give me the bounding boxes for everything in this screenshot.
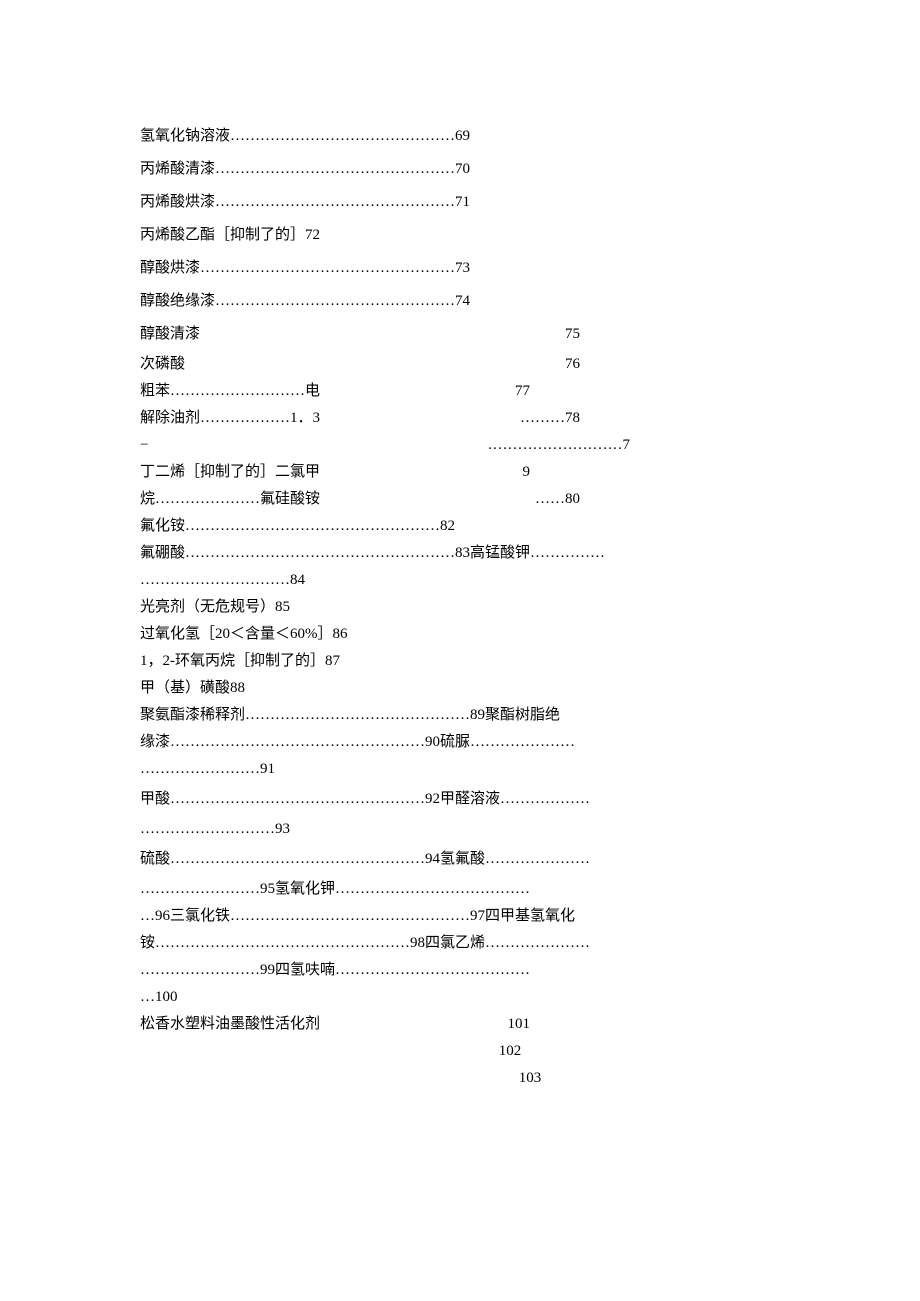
toc-entry: ……………………91	[140, 756, 780, 783]
toc-page-num: 9	[523, 459, 781, 486]
toc-entry-split: 解除油剂………………1．3 ………78	[140, 405, 780, 432]
toc-entry: 氟硼酸………………………………………………83高锰酸钾……………	[140, 540, 780, 567]
toc-label: 粗苯………………………电	[140, 378, 320, 405]
toc-entry: …96三氯化铁…………………………………………97四甲基氢氧化	[140, 903, 780, 930]
toc-page-num: 75	[565, 318, 780, 351]
toc-page-num: ……80	[535, 486, 780, 513]
toc-label: 丁二烯［抑制了的］二氯甲	[140, 459, 320, 486]
toc-entry: 聚氨酯漆稀释剂………………………………………89聚酯树脂绝	[140, 702, 780, 729]
toc-entry: 甲（基）磺酸88	[140, 675, 780, 702]
toc-entry-split: 醇酸清漆 75	[140, 318, 780, 351]
toc-entry: …100	[140, 984, 780, 1011]
toc-entry: 铵……………………………………………98四氯乙烯…………………	[140, 930, 780, 957]
toc-entry: 过氧化氢［20＜含量＜60%］86	[140, 621, 780, 648]
toc-entry: …………………………84	[140, 567, 780, 594]
toc-entry: 氢氧化钠溶液………………………………………69	[140, 120, 780, 153]
toc-page-num: 103	[140, 1065, 780, 1092]
toc-entry-split: 丁二烯［抑制了的］二氯甲 9	[140, 459, 780, 486]
toc-entry: 缘漆……………………………………………90硫脲…………………	[140, 729, 780, 756]
toc-entry: 氟化铵……………………………………………82	[140, 513, 780, 540]
toc-entry: ……………………99四氢呋喃…………………………………	[140, 957, 780, 984]
toc-entry-split: 松香水塑料油墨酸性活化剂 101	[140, 1011, 780, 1038]
toc-entry-split: − ………………………7	[140, 432, 780, 459]
document-page: 氢氧化钠溶液………………………………………69 丙烯酸清漆………………………………	[0, 0, 920, 1152]
toc-entry: 醇酸烘漆……………………………………………73	[140, 252, 780, 285]
toc-page-num: ………………………7	[488, 432, 781, 459]
toc-entry: 光亮剂（无危规号）85	[140, 594, 780, 621]
toc-label: 松香水塑料油墨酸性活化剂	[140, 1011, 320, 1038]
toc-entry: ……………………95氢氧化钾…………………………………	[140, 876, 780, 903]
toc-entry-split: 烷…………………氟硅酸铵 ……80	[140, 486, 780, 513]
toc-page-num: 102	[140, 1038, 780, 1065]
toc-entry: 丙烯酸乙酯［抑制了的］72	[140, 219, 780, 252]
toc-label: 醇酸清漆	[140, 318, 200, 351]
toc-label: 解除油剂………………1．3	[140, 405, 320, 432]
toc-page-num: ………78	[520, 405, 780, 432]
toc-page-num: 76	[565, 351, 780, 378]
toc-entry: 1，2-环氧丙烷［抑制了的］87	[140, 648, 780, 675]
toc-entry: 丙烯酸烘漆…………………………………………71	[140, 186, 780, 219]
toc-page-num: 77	[515, 378, 780, 405]
toc-entry: 甲酸……………………………………………92甲醛溶液………………	[140, 783, 780, 816]
toc-entry-split: 粗苯………………………电 77	[140, 378, 780, 405]
toc-entry-split: 次磷酸 76	[140, 351, 780, 378]
toc-page-num: 101	[508, 1011, 781, 1038]
toc-entry: ………………………93	[140, 816, 780, 843]
toc-entry: 丙烯酸清漆…………………………………………70	[140, 153, 780, 186]
toc-label: 次磷酸	[140, 351, 185, 378]
toc-entry: 醇酸绝缘漆…………………………………………74	[140, 285, 780, 318]
toc-label: −	[140, 432, 148, 459]
toc-label: 烷…………………氟硅酸铵	[140, 486, 320, 513]
toc-entry: 硫酸……………………………………………94氢氟酸…………………	[140, 843, 780, 876]
